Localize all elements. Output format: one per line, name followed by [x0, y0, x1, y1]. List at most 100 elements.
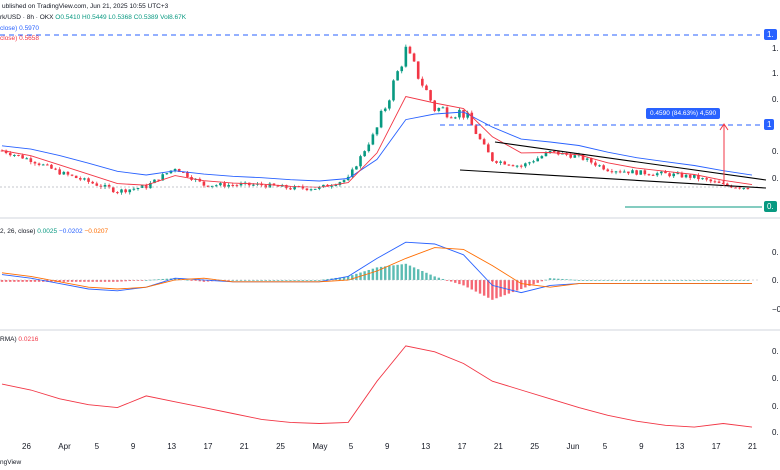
candle-body [598, 165, 601, 167]
macd-histogram-bar [680, 280, 684, 281]
candle-body [627, 171, 630, 174]
candle-body [495, 161, 498, 163]
time-axis[interactable]: 26 Apr 5 9 13 17 21 25 May 5 9 13 17 21 25 Jun 5 9 13 17 21 [0, 441, 780, 455]
macd-histogram-bar [145, 280, 148, 281]
time-axis-label: Jun [566, 442, 580, 451]
candle-body [725, 183, 729, 186]
candle-body [610, 171, 614, 173]
candle-body [25, 158, 29, 160]
ma2-legend: close) 0.5658 [0, 35, 39, 42]
macd-histogram-bar [276, 280, 280, 281]
macd-histogram-bar [305, 280, 309, 281]
candle-body [70, 174, 74, 176]
macd-histogram-bar [552, 278, 556, 280]
macd-histogram-bar [289, 280, 292, 281]
candle-body [367, 144, 371, 152]
macd-histogram-bar [17, 280, 20, 282]
candle-body [58, 169, 61, 175]
macd-histogram-bar [256, 280, 259, 281]
macd-histogram-bar [614, 280, 618, 281]
macd-histogram-bar [79, 280, 82, 282]
rma-legend: RMA) 0.0216 [0, 336, 38, 343]
rma-axis-label: 0. [772, 374, 779, 383]
candle-body [182, 171, 185, 173]
time-axis-label: 13 [167, 442, 177, 451]
macd-histogram-bar [676, 280, 680, 281]
candle-body [408, 46, 412, 54]
published-line: ublished on TradingView.com, Jun 21, 202… [2, 3, 169, 10]
macd-histogram-bar [647, 280, 651, 281]
time-axis-label: 21 [239, 442, 249, 451]
macd-histogram-bar [697, 280, 700, 281]
macd-histogram-bar [482, 280, 486, 296]
time-axis-label: 21 [493, 442, 503, 451]
candle-body [322, 184, 325, 187]
candle-body [95, 183, 99, 186]
rma-axis-label: 0. [772, 347, 779, 356]
macd-histogram-bar [536, 280, 539, 283]
candle-body [124, 189, 127, 193]
candle-body [293, 186, 296, 190]
candle-body [0, 150, 4, 152]
macd-histogram-bar [693, 280, 696, 281]
macd-histogram-bar [417, 269, 420, 280]
candle-body [107, 184, 111, 188]
macd-histogram-bar [618, 280, 622, 281]
time-axis-label: 13 [421, 442, 431, 451]
candle-body [87, 178, 90, 182]
candle-body [647, 174, 651, 176]
candle-body [688, 174, 692, 178]
wedge-lower-line[interactable] [459, 169, 767, 189]
macd-legend: 2, 26, close) 0.0025 −0.0202 −0.0207 [0, 228, 108, 235]
candle-body [186, 172, 189, 177]
macd-histogram-bar [322, 279, 325, 281]
candle-body [693, 175, 696, 178]
macd-histogram-bar [149, 279, 152, 281]
candle-body [206, 185, 210, 187]
candle-body [536, 158, 540, 162]
time-axis-label: 17 [457, 442, 467, 451]
candle-body [532, 161, 535, 163]
macd-histogram-bar [495, 280, 498, 299]
macd-histogram-bar [429, 274, 432, 280]
time-axis-label: 5 [94, 442, 100, 451]
time-axis-label: May [312, 442, 328, 451]
time-axis-label: 9 [385, 442, 390, 451]
candle-body [46, 164, 49, 166]
macd-histogram-bar [425, 272, 428, 280]
macd-histogram-bar [153, 279, 156, 281]
macd-histogram-bar [346, 276, 350, 280]
price-axis-label: 0. [772, 95, 779, 104]
macd-histogram-bar [717, 280, 721, 281]
candle-body [581, 154, 585, 160]
candle-body [375, 127, 379, 135]
macd-histogram-bar [577, 280, 581, 281]
candle-body [13, 154, 16, 156]
candle-body [421, 78, 424, 86]
candle-body [672, 173, 676, 177]
candle-body [330, 185, 333, 187]
candle-body [219, 183, 222, 186]
candle-body [21, 155, 24, 159]
rma-value: 0.0216 [18, 336, 39, 343]
macd-histogram-bar [66, 280, 70, 282]
candle-body [111, 187, 115, 193]
macd-histogram-bar [293, 280, 296, 281]
candle-body [342, 180, 346, 183]
macd-histogram-bar [231, 280, 234, 281]
candle-body [705, 178, 708, 180]
candle-body [544, 152, 548, 157]
measure-label[interactable]: 0.4590 (84.63%) 4,590 [646, 108, 721, 119]
candle-body [383, 108, 387, 111]
candle-body [499, 161, 502, 163]
macd-histogram-bar [487, 280, 490, 298]
macd-pane [0, 241, 752, 300]
macd-histogram-bar [99, 280, 103, 282]
candle-body [313, 188, 317, 190]
macd-histogram-bar [173, 278, 177, 280]
candle-body [334, 184, 338, 186]
rma-axis-label: 0. [772, 402, 779, 411]
candle-body [548, 151, 552, 153]
wedge-upper-line[interactable] [494, 141, 767, 181]
